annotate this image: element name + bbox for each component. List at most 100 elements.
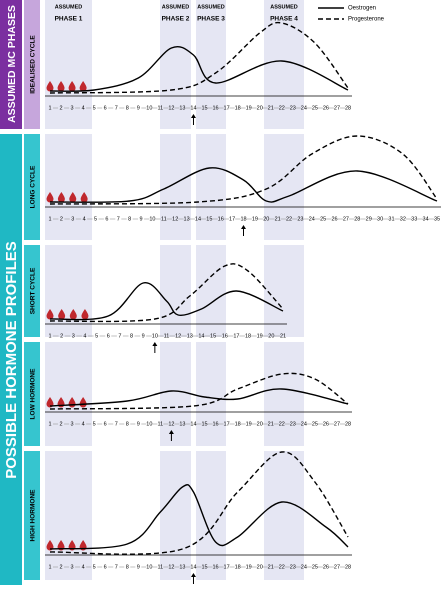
day-label: 16 <box>222 333 228 339</box>
day-label: 25 <box>312 564 318 570</box>
day-label: 28 <box>345 105 351 111</box>
day-label: 27 <box>343 216 349 222</box>
day-label: 5 <box>93 564 96 570</box>
day-label: 6 <box>104 105 107 111</box>
day-label: 3 <box>71 216 74 222</box>
day-label: 2 <box>60 105 63 111</box>
ovulation-arrow-head <box>152 342 158 346</box>
day-label: 21 <box>268 105 274 111</box>
phase-column <box>196 0 226 580</box>
day-label: 17 <box>224 421 230 427</box>
day-label: 9 <box>137 421 140 427</box>
panel-label-strip <box>24 245 40 337</box>
blood-drop <box>46 192 54 203</box>
day-label: 29 <box>366 216 372 222</box>
day-label: 27 <box>334 564 340 570</box>
day-label: 15 <box>201 105 207 111</box>
day-label: 27 <box>334 421 340 427</box>
panel-gap <box>24 446 442 451</box>
day-label: 23 <box>297 216 303 222</box>
day-label: 11 <box>161 216 167 222</box>
day-label: 10 <box>146 105 152 111</box>
day-label: 24 <box>301 564 307 570</box>
day-label: 19 <box>246 105 252 111</box>
day-label: 14 <box>190 105 196 111</box>
day-label: 12 <box>175 333 181 339</box>
panel-gap <box>24 240 442 245</box>
day-label: 25 <box>312 105 318 111</box>
panel-gap <box>24 129 442 134</box>
panel-label-strip <box>24 134 40 240</box>
oestrogen-curve <box>49 484 349 550</box>
day-label: 21 <box>268 421 274 427</box>
day-label: 35 <box>434 216 440 222</box>
day-label: 28 <box>354 216 360 222</box>
blood-drop <box>57 81 65 92</box>
blood-drop <box>58 309 66 320</box>
phase-label: ASSUMED <box>197 4 225 10</box>
panel-label-strip <box>24 0 40 129</box>
day-label: 32 <box>400 216 406 222</box>
day-label: 19 <box>246 564 252 570</box>
day-label: 16 <box>218 216 224 222</box>
day-label: 15 <box>206 216 212 222</box>
day-label: 4 <box>82 421 85 427</box>
day-label: 18 <box>235 421 241 427</box>
blood-drop <box>69 309 77 320</box>
day-label: 10 <box>152 333 158 339</box>
day-label: 12 <box>168 105 174 111</box>
day-label: 17 <box>224 564 230 570</box>
day-label: 18 <box>245 333 251 339</box>
day-label: 18 <box>235 564 241 570</box>
day-label: 8 <box>126 564 129 570</box>
day-label: 13 <box>179 421 185 427</box>
day-label: 20 <box>263 216 269 222</box>
blood-drop <box>46 397 54 408</box>
day-label: 22 <box>286 216 292 222</box>
day-label: 17 <box>224 105 230 111</box>
day-label: 4 <box>82 564 85 570</box>
legend-label: Progesterone <box>348 17 385 23</box>
day-label: 10 <box>146 421 152 427</box>
progesterone-curve <box>49 451 349 555</box>
day-label: 33 <box>411 216 417 222</box>
phase-column <box>264 0 304 580</box>
side-label: POSSIBLE HORMONE PROFILES <box>3 241 20 479</box>
progesterone-curve <box>49 135 438 205</box>
day-label: 20 <box>257 564 263 570</box>
day-label: 11 <box>158 105 164 111</box>
progesterone-curve <box>49 21 349 94</box>
blood-drop <box>80 192 88 203</box>
ovulation-arrow-head <box>190 114 196 118</box>
day-label: 23 <box>290 564 296 570</box>
day-label: 16 <box>212 105 218 111</box>
day-label: 21 <box>268 564 274 570</box>
day-label: 24 <box>301 105 307 111</box>
day-label: 22 <box>279 421 285 427</box>
day-label: 8 <box>126 421 129 427</box>
blood-drop <box>46 309 54 320</box>
day-label: 28 <box>345 421 351 427</box>
day-label: 17 <box>229 216 235 222</box>
day-label: 9 <box>137 564 140 570</box>
day-label: 14 <box>190 564 196 570</box>
blood-drop <box>68 81 76 92</box>
day-label: 6 <box>105 216 108 222</box>
panel-gap <box>24 337 442 342</box>
day-label: 26 <box>323 105 329 111</box>
day-label: 7 <box>117 216 120 222</box>
day-label: 22 <box>279 564 285 570</box>
phase-shading <box>45 0 304 580</box>
day-label: 8 <box>130 333 133 339</box>
ovulation-arrow-head <box>190 573 196 577</box>
progesterone-curve <box>49 263 284 323</box>
day-label: 23 <box>290 105 296 111</box>
day-label: 4 <box>83 333 86 339</box>
day-label: 19 <box>257 333 263 339</box>
day-label: 12 <box>168 421 174 427</box>
day-label: 16 <box>212 564 218 570</box>
blood-drop <box>46 540 54 551</box>
day-label: 12 <box>172 216 178 222</box>
day-label: 27 <box>334 105 340 111</box>
